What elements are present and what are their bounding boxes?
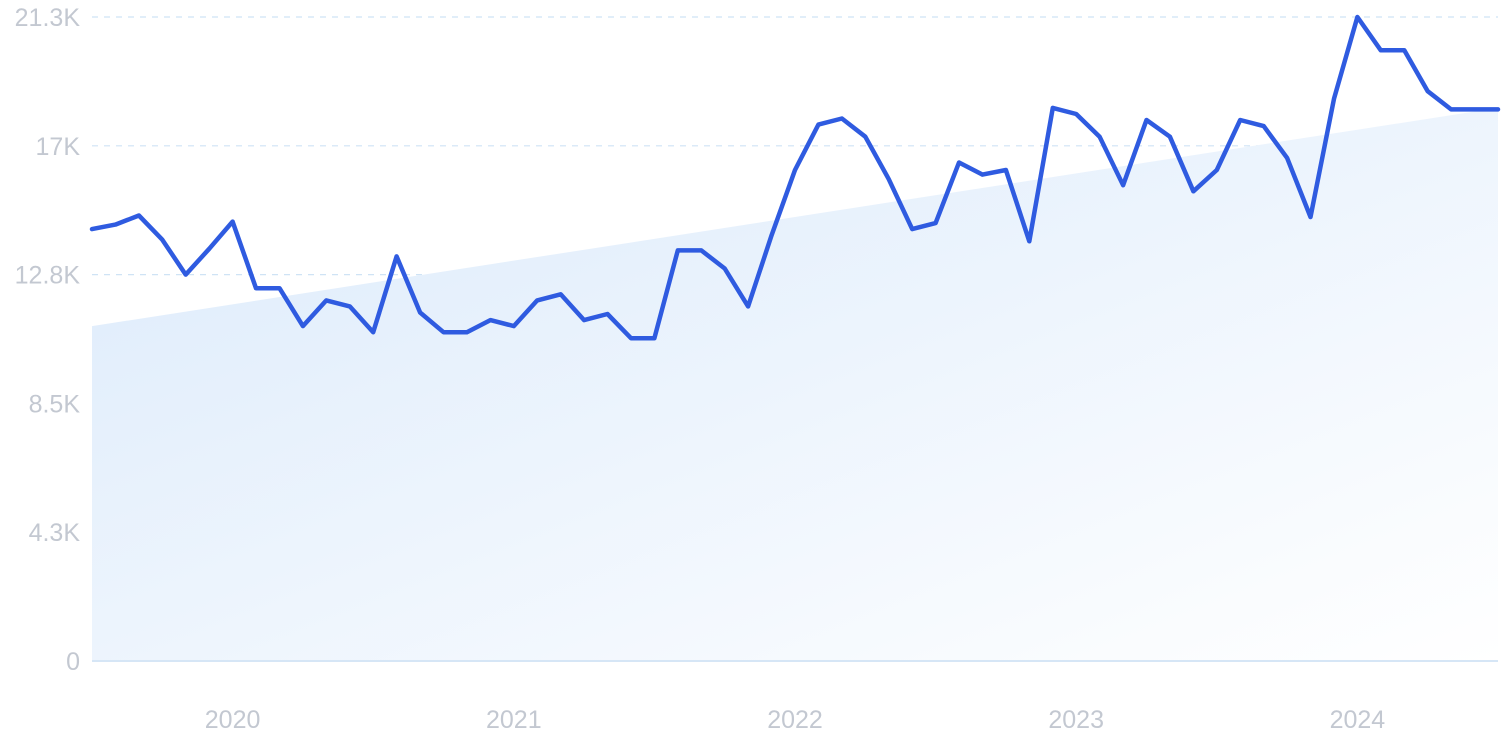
y-tick-label: 21.3K — [15, 4, 81, 32]
x-tick-label: 2024 — [1330, 706, 1386, 734]
y-tick-label: 12.8K — [15, 262, 81, 290]
x-tick-label: 2022 — [767, 706, 823, 734]
y-tick-label: 0 — [66, 648, 80, 676]
x-axis-tick-labels: 2020 2021 2022 2023 2024 — [205, 706, 1386, 734]
x-tick-label: 2021 — [486, 706, 542, 734]
x-tick-label: 2020 — [205, 706, 261, 734]
trend-area — [92, 107, 1498, 661]
y-tick-label: 4.3K — [29, 519, 81, 547]
x-tick-label: 2023 — [1048, 706, 1104, 734]
series-line — [89, 14, 1501, 341]
y-axis-tick-labels: 0 4.3K 8.5K 12.8K 17K 21.3K — [15, 4, 81, 676]
y-tick-label: 17K — [36, 133, 81, 161]
y-tick-label: 8.5K — [29, 390, 81, 418]
